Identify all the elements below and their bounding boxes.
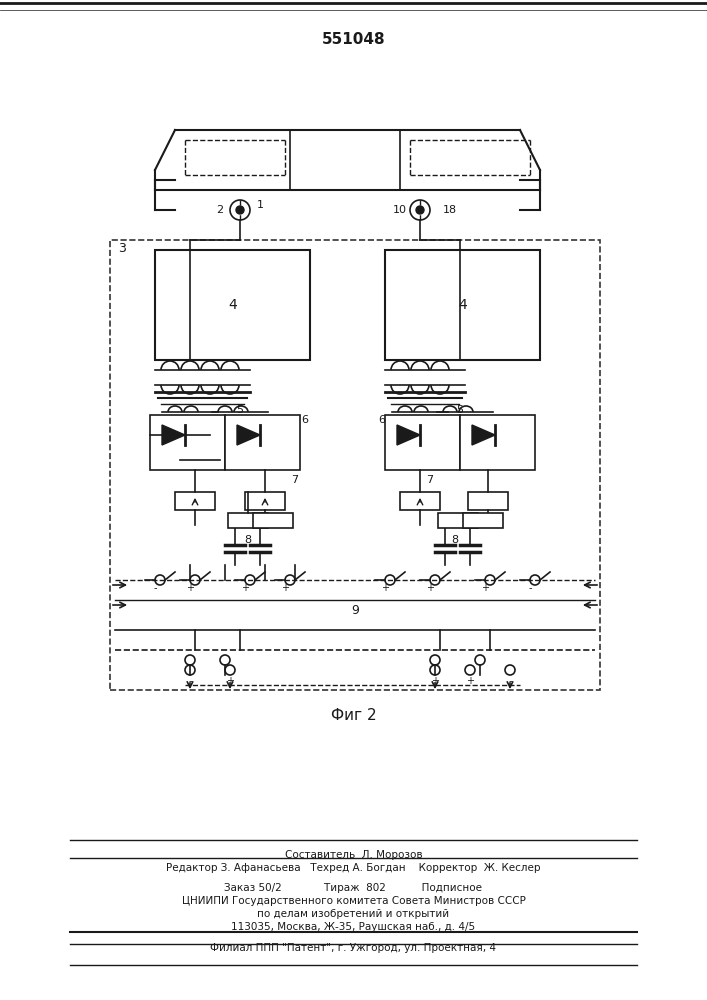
Bar	[228, 513, 268, 528]
Bar	[400, 492, 440, 510]
Text: -: -	[188, 676, 192, 686]
Bar	[225, 415, 300, 470]
Text: 6: 6	[378, 415, 385, 425]
Text: +: +	[431, 676, 439, 686]
Bar	[438, 513, 478, 528]
Text: 4: 4	[228, 298, 238, 312]
Bar	[155, 250, 310, 360]
Bar	[460, 415, 535, 470]
Text: 10: 10	[393, 205, 407, 215]
Text: +: +	[481, 583, 489, 593]
Text: 6: 6	[301, 415, 308, 425]
Text: 8: 8	[452, 535, 459, 545]
Bar	[253, 513, 293, 528]
Text: по делам изобретений и открытий: по делам изобретений и открытий	[257, 909, 450, 919]
Bar	[468, 492, 508, 510]
Text: 113035, Москва, Ж-35, Раушская наб., д. 4/5: 113035, Москва, Ж-35, Раушская наб., д. …	[231, 922, 476, 932]
Bar	[110, 240, 600, 690]
Bar	[150, 415, 225, 470]
Text: 18: 18	[443, 205, 457, 215]
Bar	[245, 492, 285, 510]
Bar	[175, 492, 215, 510]
Text: Редактор З. Афанасьева   Техред А. Богдан    Корректор  Ж. Кеслер: Редактор З. Афанасьева Техред А. Богдан …	[166, 863, 541, 873]
Text: 7: 7	[291, 475, 298, 485]
Text: +: +	[381, 583, 389, 593]
Text: 3: 3	[118, 241, 126, 254]
Text: 9: 9	[351, 603, 359, 616]
Text: ЦНИИПИ Государственного комитета Совета Министров СССР: ЦНИИПИ Государственного комитета Совета …	[182, 896, 525, 906]
Text: 5: 5	[237, 405, 243, 415]
Text: Заказ 50/2             Тираж  802           Подписное: Заказ 50/2 Тираж 802 Подписное	[225, 883, 482, 893]
Text: +: +	[426, 583, 434, 593]
Text: -: -	[153, 583, 157, 593]
Text: Составитель  Л. Морозов: Составитель Л. Морозов	[285, 850, 422, 860]
Text: 5: 5	[457, 405, 464, 415]
Text: 551048: 551048	[322, 32, 386, 47]
Text: +: +	[226, 676, 234, 686]
Text: +: +	[281, 583, 289, 593]
Bar	[385, 250, 540, 360]
Text: +: +	[466, 676, 474, 686]
Text: 1: 1	[257, 200, 264, 210]
Circle shape	[236, 206, 244, 214]
Text: 2: 2	[216, 205, 223, 215]
Polygon shape	[472, 425, 495, 445]
Bar	[385, 415, 460, 470]
Circle shape	[416, 206, 424, 214]
Bar	[463, 513, 503, 528]
Polygon shape	[237, 425, 260, 445]
Text: Фиг 2: Фиг 2	[331, 708, 377, 722]
Polygon shape	[162, 425, 185, 445]
Polygon shape	[397, 425, 420, 445]
Text: 7: 7	[426, 475, 433, 485]
Text: 4: 4	[459, 298, 467, 312]
Text: 8: 8	[245, 535, 252, 545]
Text: -: -	[528, 583, 532, 593]
Text: +: +	[186, 583, 194, 593]
Text: +: +	[241, 583, 249, 593]
Text: Филиал ППП "Патент", г. Ужгород, ул. Проектная, 4: Филиал ППП "Патент", г. Ужгород, ул. Про…	[211, 943, 496, 953]
Text: -: -	[508, 676, 512, 686]
